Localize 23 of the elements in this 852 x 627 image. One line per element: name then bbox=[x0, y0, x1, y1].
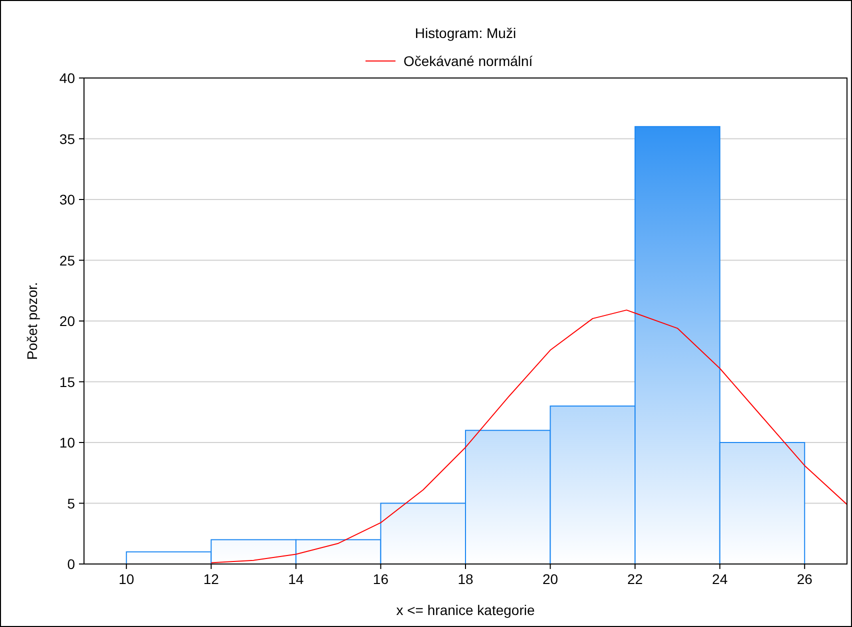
y-tick-label: 5 bbox=[67, 495, 76, 512]
x-tick-label: 26 bbox=[796, 571, 813, 587]
y-tick-label: 25 bbox=[59, 252, 76, 268]
y-tick-label: 15 bbox=[59, 374, 76, 390]
y-tick-label: 35 bbox=[59, 130, 76, 147]
y-tick-label: 10 bbox=[59, 434, 76, 450]
x-axis-title: x <= hranice kategorie bbox=[396, 602, 535, 618]
x-tick-label: 18 bbox=[458, 571, 474, 587]
y-tick-label: 20 bbox=[59, 313, 76, 329]
y-tick-label: 0 bbox=[67, 556, 76, 572]
x-tick-label: 12 bbox=[203, 571, 220, 587]
x-tick-label: 16 bbox=[372, 571, 389, 587]
legend-label: Očekávané normální bbox=[404, 53, 533, 69]
line-series bbox=[210, 310, 847, 564]
x-tick-label: 14 bbox=[288, 571, 304, 587]
x-tick-label: 20 bbox=[542, 571, 558, 587]
y-axis-title: Počet pozor. bbox=[24, 282, 40, 360]
x-tick-label: 22 bbox=[627, 571, 644, 587]
chart-title: Histogram: Muži bbox=[414, 25, 516, 41]
x-tick-label: 24 bbox=[712, 571, 728, 587]
y-tick-label: 30 bbox=[59, 192, 76, 208]
y-tick-label: 40 bbox=[59, 70, 76, 86]
x-tick-label: 10 bbox=[118, 571, 134, 587]
